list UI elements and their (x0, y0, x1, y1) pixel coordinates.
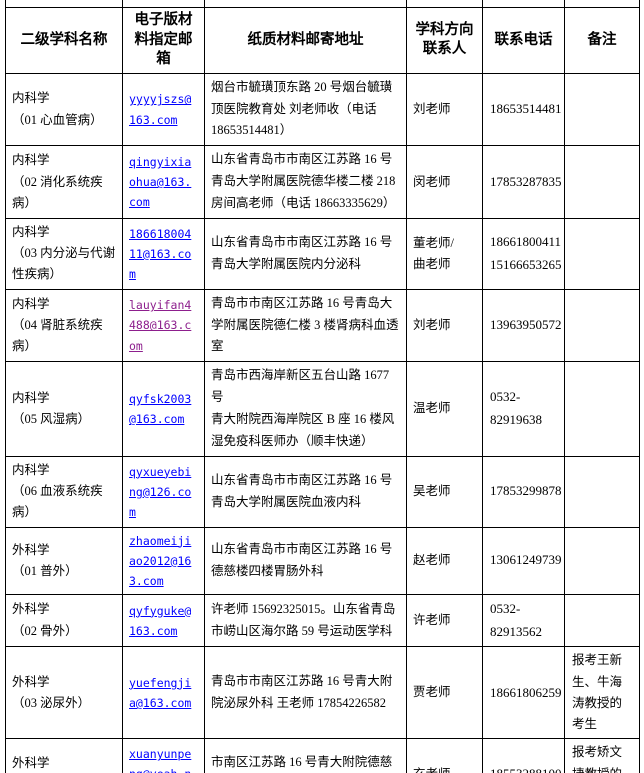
discipline-cell: 内科学 （06 血液系统疾病） (5, 455, 123, 528)
note-cell (564, 288, 640, 363)
note-cell: 报考王新生、牛海涛教授的考生 (564, 646, 640, 740)
table-row: 外科学 （02 骨外） qyfyguke@163.com 许老师 1569232… (5, 593, 640, 648)
discipline-cell: 内科学 （02 消化系统疾病） (5, 145, 123, 219)
email-link[interactable]: zhaomeijiao2012@163.com (129, 533, 192, 588)
email-cell: yyyyjszs@163.com (122, 72, 205, 147)
contact-cell: 闵老师 (406, 145, 483, 219)
table-row: 内科学 （04 肾脏系统疾病） lauyifan4488@163.com 青岛市… (5, 288, 640, 363)
contact-cell: 赵老师 (406, 526, 483, 595)
header-note: 备注 (564, 7, 640, 74)
email-cell: 18661800411@163.com (122, 217, 205, 290)
phone-cell: 0532- 82919638 (482, 361, 565, 457)
phone-cell: 17853287835 (482, 145, 565, 219)
header-phone: 联系电话 (482, 7, 565, 74)
table-row: 外科学 （03 泌尿外） yuefengjia@163.com 青岛市市南区江苏… (5, 646, 640, 740)
address-cell: 山东省青岛市市南区江苏路 16 号青岛大学附属医院内分泌科 (204, 217, 407, 290)
table-header-row: 二级学科名称 电子版材料指定邮箱 纸质材料邮寄地址 学科方向联系人 联系电话 备… (5, 7, 640, 74)
email-link[interactable]: lauyifan4488@163.com (129, 298, 192, 353)
address-cell: 烟台市毓璜顶东路 20 号烟台毓璜顶医院教育处 刘老师收（电话 18653514… (204, 72, 407, 147)
discipline-cell: 内科学 （03 内分泌与代谢性疾病） (5, 217, 123, 290)
note-cell (564, 526, 640, 595)
phone-cell: 0532- 82913562 (482, 593, 565, 648)
contact-cell: 刘老师 (406, 288, 483, 363)
discipline-cell: 内科学 （01 心血管病） (5, 72, 123, 147)
address-cell: 山东省青岛市市南区江苏路 16 号德慈楼四楼胃肠外科 (204, 526, 407, 595)
table-row: 内科学 （03 内分泌与代谢性疾病） 18661800411@163.com 山… (5, 217, 640, 290)
email-link[interactable]: qyfyguke@163.com (129, 603, 192, 638)
discipline-cell: 外科学 （02 骨外） (5, 593, 123, 648)
contact-cell: 刘老师 (406, 72, 483, 147)
discipline-cell: 外科学 （03 泌尿外） (5, 646, 123, 740)
header-address: 纸质材料邮寄地址 (204, 7, 407, 74)
table-row: 内科学 （02 消化系统疾病） qingyixiaohua@163.com 山东… (5, 145, 640, 219)
contact-cell: 董老师/ 曲老师 (406, 217, 483, 290)
address-cell: 青岛市西海岸新区五台山路 1677 号 青大附院西海岸院区 B 座 16 楼风湿… (204, 361, 407, 457)
discipline-cell: 外科学 （03 胸外） (5, 738, 123, 773)
header-email: 电子版材料指定邮箱 (122, 7, 205, 74)
email-link[interactable]: qyxueyebing@126.com (129, 464, 192, 519)
note-cell (564, 361, 640, 457)
phone-cell: 18661806259 (482, 646, 565, 740)
address-cell: 许老师 15692325015。山东省青岛市崂山区海尔路 59 号运动医学科 (204, 593, 407, 648)
cutoff-row-stub (5, 0, 640, 8)
address-cell: 青岛市市南区江苏路 16 号青岛大学附属医院德仁楼 3 楼肾病科血透室 (204, 288, 407, 363)
discipline-cell: 内科学 （05 风湿病） (5, 361, 123, 457)
address-cell: 山东省青岛市市南区江苏路 16 号青岛大学附属医院血液内科 (204, 455, 407, 528)
email-cell: qingyixiaohua@163.com (122, 145, 205, 219)
note-cell (564, 145, 640, 219)
note-cell (564, 72, 640, 147)
email-link[interactable]: 18661800411@163.com (129, 226, 192, 281)
note-cell (564, 455, 640, 528)
email-link[interactable]: yyyyjszs@163.com (129, 92, 192, 127)
email-link[interactable]: qingyixiaohua@163.com (129, 154, 192, 210)
email-cell: qyxueyebing@126.com (122, 455, 205, 528)
table-row: 内科学 （01 心血管病） yyyyjszs@163.com 烟台市毓璜顶东路 … (5, 72, 640, 147)
contact-cell: 温老师 (406, 361, 483, 457)
contact-table: 二级学科名称 电子版材料指定邮箱 纸质材料邮寄地址 学科方向联系人 联系电话 备… (5, 0, 640, 773)
note-cell (564, 217, 640, 290)
phone-cell: 18553288100 (482, 738, 565, 773)
address-cell: 山东省青岛市市南区江苏路 16 号 青岛大学附属医院德华楼二楼 218 房间高老… (204, 145, 407, 219)
email-cell: qyfsk2003@163.com (122, 361, 205, 457)
contact-cell: 贾老师 (406, 646, 483, 740)
email-link[interactable]: yuefengjia@163.com (129, 675, 192, 710)
table-row: 内科学 （06 血液系统疾病） qyxueyebing@126.com 山东省青… (5, 455, 640, 528)
email-cell: lauyifan4488@163.com (122, 288, 205, 363)
phone-cell: 17853299878 (482, 455, 565, 528)
discipline-cell: 内科学 （04 肾脏系统疾病） (5, 288, 123, 363)
note-cell (564, 593, 640, 648)
email-link[interactable]: qyfsk2003@163.com (129, 391, 192, 427)
email-cell: xuanyunpeng@yeah.net (122, 738, 205, 773)
note-cell: 报考矫文捷教授的考生 (564, 738, 640, 773)
header-contact: 学科方向联系人 (406, 7, 483, 74)
contact-cell: 玄老师 (406, 738, 483, 773)
phone-cell: 18661800411 15166653265 (482, 217, 565, 290)
email-cell: qyfyguke@163.com (122, 593, 205, 648)
table-row: 外科学 （01 普外） zhaomeijiao2012@163.com 山东省青… (5, 526, 640, 595)
phone-cell: 13061249739 (482, 526, 565, 595)
header-discipline: 二级学科名称 (5, 7, 123, 74)
phone-cell: 13963950572 (482, 288, 565, 363)
email-link[interactable]: xuanyunpeng@yeah.net (129, 747, 192, 773)
address-cell: 青岛市市南区江苏路 16 号青大附院泌尿外科 王老师 17854226582 (204, 646, 407, 740)
table-row: 内科学 （05 风湿病） qyfsk2003@163.com 青岛市西海岸新区五… (5, 361, 640, 457)
discipline-cell: 外科学 （01 普外） (5, 526, 123, 595)
address-cell: 市南区江苏路 16 号青大附院德慈楼六楼胸外科 (204, 738, 407, 773)
email-cell: zhaomeijiao2012@163.com (122, 526, 205, 595)
phone-cell: 18653514481 (482, 72, 565, 147)
email-cell: yuefengjia@163.com (122, 646, 205, 740)
contact-cell: 吴老师 (406, 455, 483, 528)
table-row: 外科学 （03 胸外） xuanyunpeng@yeah.net 市南区江苏路 … (5, 738, 640, 773)
contact-cell: 许老师 (406, 593, 483, 648)
